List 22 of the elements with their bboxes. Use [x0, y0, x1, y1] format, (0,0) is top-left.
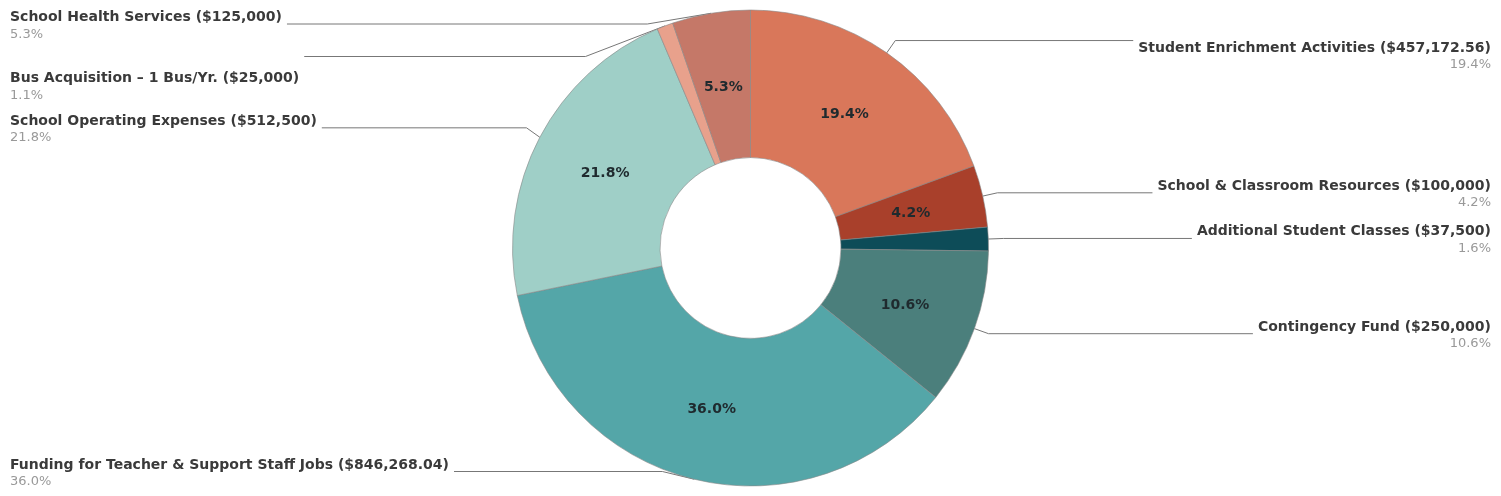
- slice-label: Student Enrichment Activities ($457,172.56): [1138, 38, 1491, 55]
- text: 4.2%: [1457, 194, 1491, 210]
- text: 21.8%: [10, 129, 52, 145]
- data-label: 10.6%: [880, 295, 930, 312]
- data-label: 19.4%: [820, 105, 869, 122]
- data-label: 36.0%: [687, 399, 736, 416]
- slice-label: School Health Services ($125,000): [10, 8, 282, 24]
- text: 5.3%: [10, 25, 44, 41]
- text: 19.4%: [1449, 56, 1491, 71]
- data-label: 21.8%: [580, 163, 630, 180]
- data-label: 5.3%: [703, 78, 743, 95]
- slice-label: Bus Acquisition – 1 Bus/Yr. ($25,000): [10, 69, 300, 85]
- slice-label: School Operating Expenses ($512,500): [10, 111, 317, 128]
- slice-label: School & Classroom Resources ($100,000): [1157, 176, 1491, 193]
- text: 36.0%: [10, 473, 52, 488]
- slice-label: Additional Student Classes ($37,500): [1196, 222, 1491, 239]
- slice-label: Contingency Fund ($250,000): [1257, 317, 1491, 334]
- data-label: 1.6%: [1457, 239, 1491, 255]
- data-label: 4.2%: [891, 204, 931, 221]
- slice-label: Funding for Teacher & Support Staff Jobs ($846,268.04): [10, 455, 450, 472]
- data-label: 1.1%: [10, 86, 44, 102]
- text: 10.6%: [1449, 335, 1491, 351]
